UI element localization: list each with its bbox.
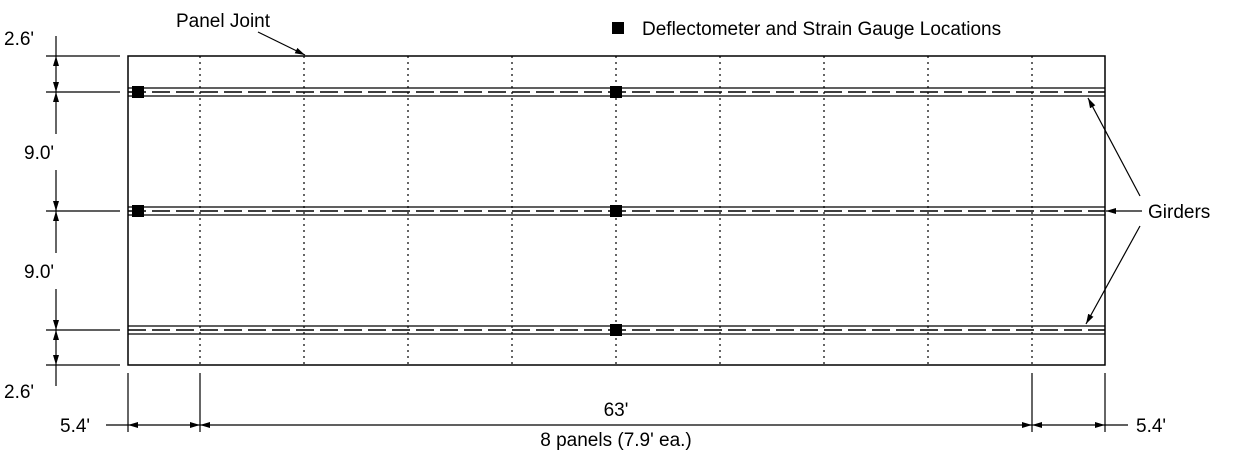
panel-joint-label: Panel Joint: [176, 11, 271, 32]
girder-spacing-dimension: 9.0': [24, 262, 54, 283]
horizontal-dimension-lines: [106, 373, 1128, 432]
gauge-marker: [610, 205, 622, 217]
end-right-dimension: 5.4': [1136, 416, 1166, 437]
legend-square-icon: [612, 22, 624, 34]
gauge-marker: [132, 205, 144, 217]
girders-label: Girders: [1148, 202, 1210, 223]
gauge-marker: [610, 324, 622, 336]
overhang-bottom-dimension: 2.6': [4, 382, 34, 403]
legend-label: Deflectometer and Strain Gauge Locations: [642, 19, 1001, 40]
span-dimension: 63': [604, 400, 629, 421]
girder-spacing-dimension: 9.0': [24, 143, 54, 164]
overhang-top-dimension: 2.6': [4, 29, 34, 50]
gauge-marker: [132, 86, 144, 98]
girders-leader: [1087, 97, 1141, 197]
panel-joint-leader: [257, 31, 306, 56]
girders-leader: [1085, 225, 1141, 325]
vertical-dimension-lines: [46, 36, 120, 386]
end-left-dimension: 5.4': [60, 416, 90, 437]
panels-dimension: 8 panels (7.9' ea.): [540, 430, 692, 451]
gauge-marker: [610, 86, 622, 98]
